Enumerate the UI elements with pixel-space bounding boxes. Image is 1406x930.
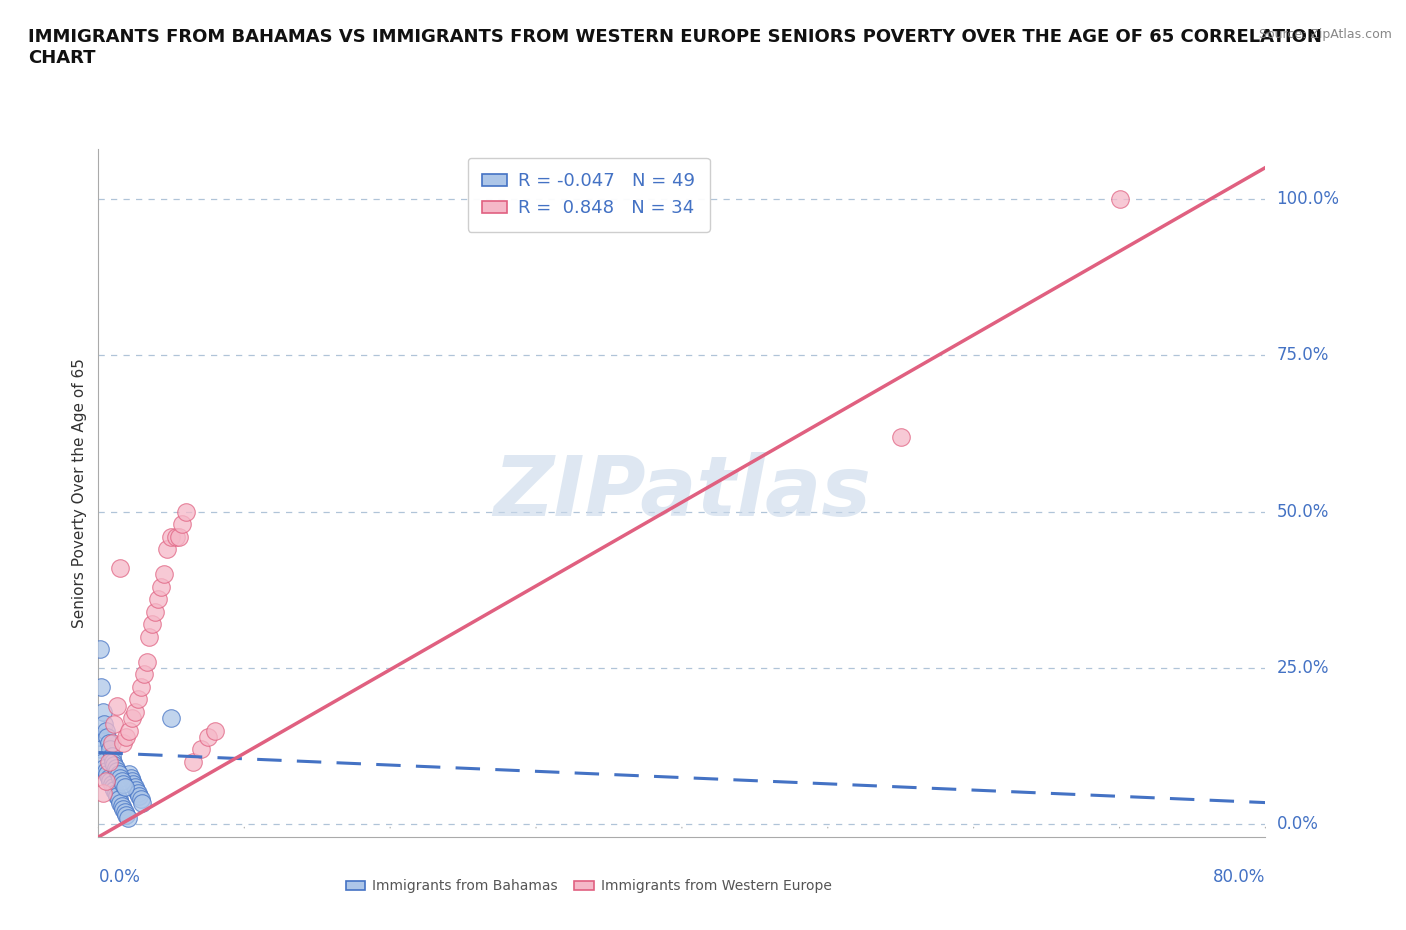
Text: Source: ZipAtlas.com: Source: ZipAtlas.com [1258,28,1392,41]
Point [93,717,115,732]
Text: ZIPatlas: ZIPatlas [494,452,870,534]
Y-axis label: Seniors Poverty Over the Age of 65: Seniors Poverty Over the Age of 65 [72,358,87,628]
Point [93,761,115,776]
Point [96,729,118,744]
Point [128,789,150,804]
Point [94,724,117,738]
Point [89,729,111,744]
Point [118,767,141,782]
Point [167,529,190,544]
Point [1108,192,1130,206]
Point [197,729,219,744]
Point [94,764,117,778]
Point [91,754,114,769]
Point [105,698,128,713]
Point [148,591,170,606]
Point [101,779,124,794]
Point [103,758,125,773]
Point [115,807,138,822]
Point [100,736,122,751]
Point [110,795,132,810]
Point [135,655,157,670]
Point [141,617,163,631]
Text: 25.0%: 25.0% [1277,659,1329,677]
Point [112,802,135,817]
Text: IMMIGRANTS FROM BAHAMAS VS IMMIGRANTS FROM WESTERN EUROPE SENIORS POVERTY OVER T: IMMIGRANTS FROM BAHAMAS VS IMMIGRANTS FR… [28,28,1322,67]
Text: 50.0%: 50.0% [1277,503,1329,521]
Point [156,542,179,557]
Point [110,561,132,576]
Point [105,789,128,804]
Point [97,770,120,785]
Point [129,680,152,695]
Point [91,704,114,719]
Point [104,786,127,801]
Point [90,742,112,757]
Point [174,504,197,519]
Point [122,777,145,791]
Point [110,770,132,785]
Point [153,566,176,581]
Point [103,717,125,732]
Point [111,798,134,813]
Point [127,692,149,707]
Point [98,773,121,788]
Point [143,604,166,619]
Point [121,773,143,788]
Point [112,777,135,791]
Point [127,786,149,801]
Point [100,777,122,791]
Point [97,754,120,769]
Legend: Immigrants from Bahamas, Immigrants from Western Europe: Immigrants from Bahamas, Immigrants from… [340,874,837,899]
Point [114,779,136,794]
Point [115,729,138,744]
Point [165,529,187,544]
Point [131,795,153,810]
Point [125,783,148,798]
Point [100,749,122,764]
Text: 0.0%: 0.0% [98,868,141,885]
Point [111,773,134,788]
Point [120,770,142,785]
Point [160,711,183,725]
Point [91,786,114,801]
Point [98,742,121,757]
Point [94,773,117,788]
Point [160,529,183,544]
Point [190,742,212,757]
Point [118,724,141,738]
Point [108,792,131,807]
Point [105,764,128,778]
Point [181,754,204,769]
Text: 0.0%: 0.0% [1277,816,1319,833]
Point [124,779,146,794]
Point [121,711,143,725]
Point [150,579,173,594]
Point [138,630,160,644]
Point [103,783,125,798]
Point [90,680,112,695]
Text: 75.0%: 75.0% [1277,346,1329,365]
Point [890,429,912,444]
Point [132,667,155,682]
Point [89,642,111,657]
Point [101,754,124,769]
Point [104,761,127,776]
Point [114,804,136,819]
Point [112,736,135,751]
Point [170,517,193,532]
Text: 80.0%: 80.0% [1213,868,1265,885]
Point [108,767,131,782]
Point [124,704,146,719]
Point [97,736,120,751]
Point [117,811,139,826]
Text: 100.0%: 100.0% [1277,190,1340,207]
Point [129,792,152,807]
Point [96,767,118,782]
Point [204,724,226,738]
